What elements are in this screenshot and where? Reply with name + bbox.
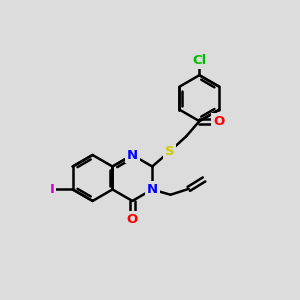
Text: S: S [165, 145, 175, 158]
Text: N: N [147, 183, 158, 196]
Text: I: I [50, 183, 55, 196]
Text: Cl: Cl [192, 54, 206, 67]
Text: N: N [127, 148, 138, 161]
Text: O: O [213, 115, 224, 128]
Text: O: O [127, 213, 138, 226]
